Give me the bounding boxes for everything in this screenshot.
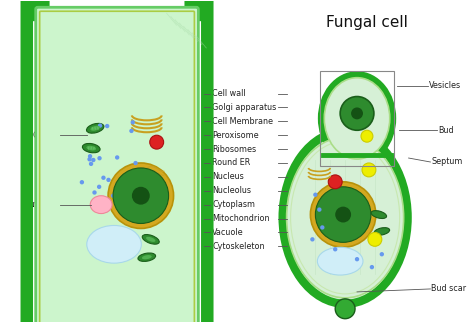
Circle shape bbox=[116, 182, 120, 186]
Text: Chloroplast: Chloroplast bbox=[33, 131, 79, 140]
Ellipse shape bbox=[142, 234, 159, 244]
Ellipse shape bbox=[90, 196, 112, 214]
Text: Mitochondrion: Mitochondrion bbox=[212, 214, 270, 223]
Circle shape bbox=[361, 130, 373, 142]
Circle shape bbox=[130, 120, 135, 124]
Text: Septum: Septum bbox=[431, 158, 463, 166]
Bar bbox=[320, 71, 394, 166]
Ellipse shape bbox=[87, 225, 141, 263]
Circle shape bbox=[88, 154, 92, 158]
Circle shape bbox=[310, 237, 315, 242]
Circle shape bbox=[106, 178, 111, 182]
Ellipse shape bbox=[93, 147, 95, 150]
Circle shape bbox=[315, 187, 371, 242]
Circle shape bbox=[313, 193, 318, 197]
Circle shape bbox=[97, 185, 101, 189]
Text: Amyloplast: Amyloplast bbox=[28, 200, 73, 209]
FancyBboxPatch shape bbox=[36, 7, 198, 323]
Ellipse shape bbox=[91, 126, 100, 131]
Text: Golgi apparatus: Golgi apparatus bbox=[212, 103, 276, 112]
Circle shape bbox=[351, 108, 363, 120]
Ellipse shape bbox=[86, 146, 96, 151]
Text: Vacuole: Vacuole bbox=[212, 228, 244, 237]
Ellipse shape bbox=[318, 247, 363, 275]
Ellipse shape bbox=[146, 237, 155, 242]
Circle shape bbox=[92, 190, 97, 195]
Circle shape bbox=[335, 207, 351, 223]
Text: Round ER: Round ER bbox=[212, 159, 250, 168]
Ellipse shape bbox=[88, 147, 89, 150]
Text: Fungal cell: Fungal cell bbox=[326, 15, 408, 30]
Circle shape bbox=[368, 233, 382, 246]
Ellipse shape bbox=[94, 127, 96, 130]
Text: Ribosomes: Ribosomes bbox=[212, 145, 256, 154]
Circle shape bbox=[91, 158, 96, 162]
Text: Bud: Bud bbox=[438, 126, 454, 135]
Circle shape bbox=[317, 207, 321, 212]
Circle shape bbox=[340, 97, 374, 130]
Circle shape bbox=[133, 161, 138, 165]
Circle shape bbox=[87, 157, 92, 162]
Text: Bud scar: Bud scar bbox=[431, 285, 466, 293]
Ellipse shape bbox=[283, 131, 408, 304]
Circle shape bbox=[129, 129, 134, 133]
Circle shape bbox=[97, 156, 102, 161]
Circle shape bbox=[310, 182, 376, 247]
Ellipse shape bbox=[287, 137, 404, 298]
Text: Cytoplasm: Cytoplasm bbox=[212, 200, 255, 209]
Circle shape bbox=[98, 123, 102, 128]
Circle shape bbox=[80, 180, 84, 184]
Circle shape bbox=[108, 163, 173, 228]
Circle shape bbox=[115, 155, 119, 160]
Circle shape bbox=[380, 252, 384, 256]
FancyBboxPatch shape bbox=[184, 0, 210, 21]
Circle shape bbox=[333, 247, 337, 251]
Circle shape bbox=[89, 162, 93, 166]
Circle shape bbox=[105, 124, 109, 128]
Text: Peroxisome: Peroxisome bbox=[212, 131, 259, 140]
Circle shape bbox=[320, 225, 325, 230]
Ellipse shape bbox=[82, 143, 100, 153]
Circle shape bbox=[113, 168, 169, 224]
Circle shape bbox=[132, 187, 150, 205]
FancyBboxPatch shape bbox=[24, 0, 50, 21]
Circle shape bbox=[362, 163, 376, 177]
Text: Nucleolus: Nucleolus bbox=[212, 186, 251, 195]
Text: Cell Membrane: Cell Membrane bbox=[212, 117, 273, 126]
Text: Cytoskeleton: Cytoskeleton bbox=[212, 242, 265, 251]
Circle shape bbox=[370, 265, 374, 269]
Ellipse shape bbox=[321, 75, 393, 162]
Ellipse shape bbox=[371, 211, 387, 218]
Ellipse shape bbox=[97, 127, 99, 130]
Ellipse shape bbox=[87, 123, 104, 133]
Circle shape bbox=[101, 176, 106, 180]
Text: Nucleus: Nucleus bbox=[212, 172, 244, 182]
Ellipse shape bbox=[324, 78, 390, 159]
Text: Cell wall: Cell wall bbox=[212, 89, 246, 98]
Ellipse shape bbox=[142, 255, 152, 259]
Ellipse shape bbox=[92, 127, 93, 130]
Circle shape bbox=[150, 135, 164, 149]
Circle shape bbox=[355, 257, 359, 261]
Circle shape bbox=[335, 299, 355, 319]
Circle shape bbox=[111, 193, 115, 198]
Ellipse shape bbox=[374, 228, 390, 235]
Text: Vesicles: Vesicles bbox=[429, 81, 462, 90]
Ellipse shape bbox=[91, 147, 92, 150]
Ellipse shape bbox=[138, 253, 155, 261]
Circle shape bbox=[328, 175, 342, 189]
Text: Plant cell: Plant cell bbox=[72, 15, 142, 30]
